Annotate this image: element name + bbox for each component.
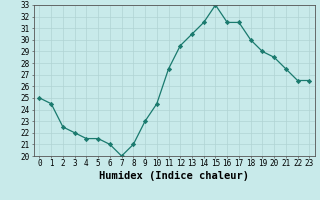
X-axis label: Humidex (Indice chaleur): Humidex (Indice chaleur) — [100, 171, 249, 181]
